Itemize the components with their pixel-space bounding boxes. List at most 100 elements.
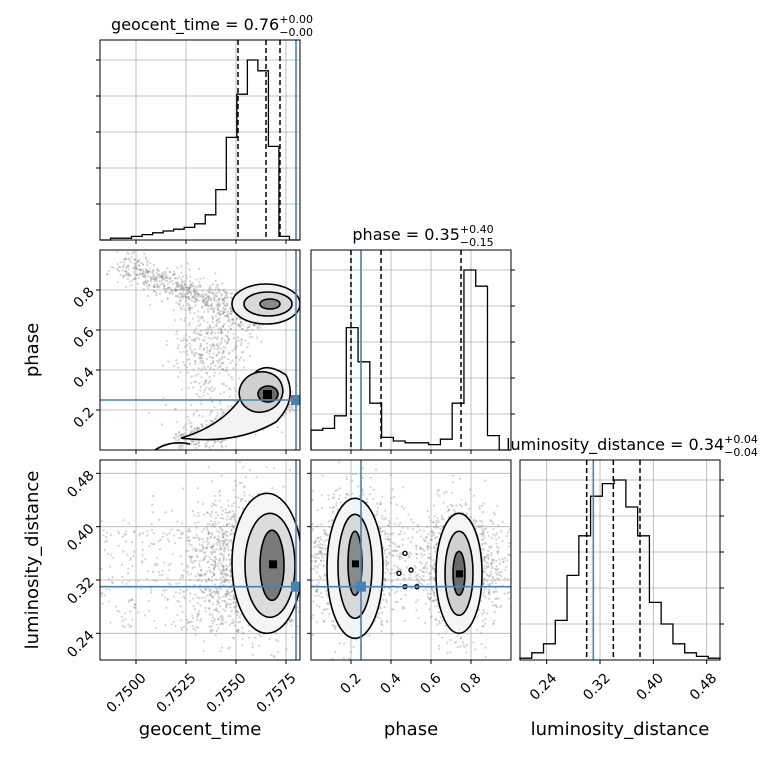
sample-point <box>271 487 274 490</box>
sample-point <box>226 565 229 568</box>
sample-point <box>155 275 158 278</box>
sample-point <box>224 609 227 613</box>
sample-point <box>188 308 191 312</box>
sample-point <box>189 285 193 288</box>
sample-point <box>141 268 144 272</box>
sample-point <box>289 662 291 664</box>
sample-point <box>192 536 195 539</box>
sample-point <box>187 620 190 624</box>
sample-point <box>333 496 336 499</box>
sample-point <box>227 338 230 341</box>
sample-point <box>127 623 130 626</box>
sample-point <box>129 261 132 264</box>
sample-point <box>201 301 204 304</box>
sample-point <box>378 617 381 620</box>
sample-point <box>204 382 207 385</box>
sample-point <box>155 579 158 582</box>
sample-point <box>209 628 212 631</box>
sample-point <box>433 577 436 580</box>
sample-point <box>186 262 189 265</box>
sample-point <box>374 514 377 517</box>
sample-point <box>132 531 136 534</box>
sample-point <box>195 442 198 446</box>
sample-point <box>215 286 218 289</box>
sample-point <box>258 633 261 636</box>
sample-point <box>199 361 202 365</box>
sample-point <box>323 552 326 556</box>
sample-point <box>484 646 487 649</box>
sample-point <box>220 572 223 575</box>
sample-point <box>233 601 236 604</box>
sample-point <box>459 637 463 640</box>
sample-point <box>208 375 211 378</box>
sample-point <box>118 532 121 535</box>
sample-point <box>232 515 236 518</box>
sample-point <box>187 288 190 291</box>
sample-point <box>483 533 486 536</box>
sample-point <box>156 286 159 289</box>
sample-point <box>147 270 150 273</box>
sample-point <box>224 579 227 583</box>
sample-point <box>229 308 232 311</box>
sample-point <box>152 284 155 287</box>
sample-point <box>242 632 245 635</box>
sample-point <box>252 324 255 327</box>
sample-point <box>233 348 237 351</box>
sample-point <box>219 489 222 492</box>
sample-point <box>204 606 207 610</box>
sample-point <box>265 466 268 469</box>
sample-point <box>163 561 166 564</box>
sample-point <box>171 452 173 454</box>
sample-point <box>218 540 221 543</box>
sample-point <box>228 511 232 514</box>
sample-point <box>208 590 211 593</box>
sample-point <box>153 285 156 289</box>
sample-point <box>220 552 223 556</box>
sample-point <box>422 537 425 541</box>
sample-point <box>177 285 180 289</box>
sample-point <box>484 556 487 559</box>
sample-point <box>274 631 278 635</box>
sample-point <box>206 392 209 395</box>
sample-point <box>153 542 156 546</box>
sample-point <box>129 274 132 277</box>
sample-point <box>232 620 236 623</box>
sample-point <box>258 324 261 327</box>
sample-point <box>210 570 213 574</box>
sample-point <box>375 502 379 505</box>
sample-point <box>198 587 201 590</box>
sample-point <box>224 593 227 596</box>
sample-point <box>243 486 246 489</box>
sample-point <box>189 555 192 559</box>
sample-point <box>220 614 223 617</box>
sample-point <box>161 573 164 576</box>
sample-point <box>217 366 220 370</box>
sample-point <box>168 280 172 284</box>
sample-point <box>162 274 165 277</box>
sample-point <box>186 566 190 569</box>
sample-point <box>230 515 233 519</box>
sample-point <box>180 627 183 630</box>
sample-point <box>431 531 434 534</box>
sample-point <box>211 400 214 403</box>
sample-point <box>189 286 192 289</box>
sample-point <box>182 426 185 430</box>
sample-point <box>182 595 185 598</box>
sample-point <box>228 558 231 561</box>
sample-point <box>190 620 193 623</box>
sample-point <box>144 558 147 561</box>
sample-point <box>128 258 131 261</box>
sample-point <box>219 392 222 395</box>
sample-point <box>212 368 215 371</box>
sample-point <box>236 629 240 632</box>
sample-point <box>143 276 146 279</box>
sample-point <box>124 257 127 260</box>
sample-point <box>188 335 191 339</box>
sample-point <box>425 561 428 564</box>
sample-point <box>222 311 225 314</box>
sample-point <box>187 387 190 390</box>
sample-point <box>232 319 235 322</box>
sample-point <box>135 267 138 270</box>
sample-point <box>109 621 112 624</box>
